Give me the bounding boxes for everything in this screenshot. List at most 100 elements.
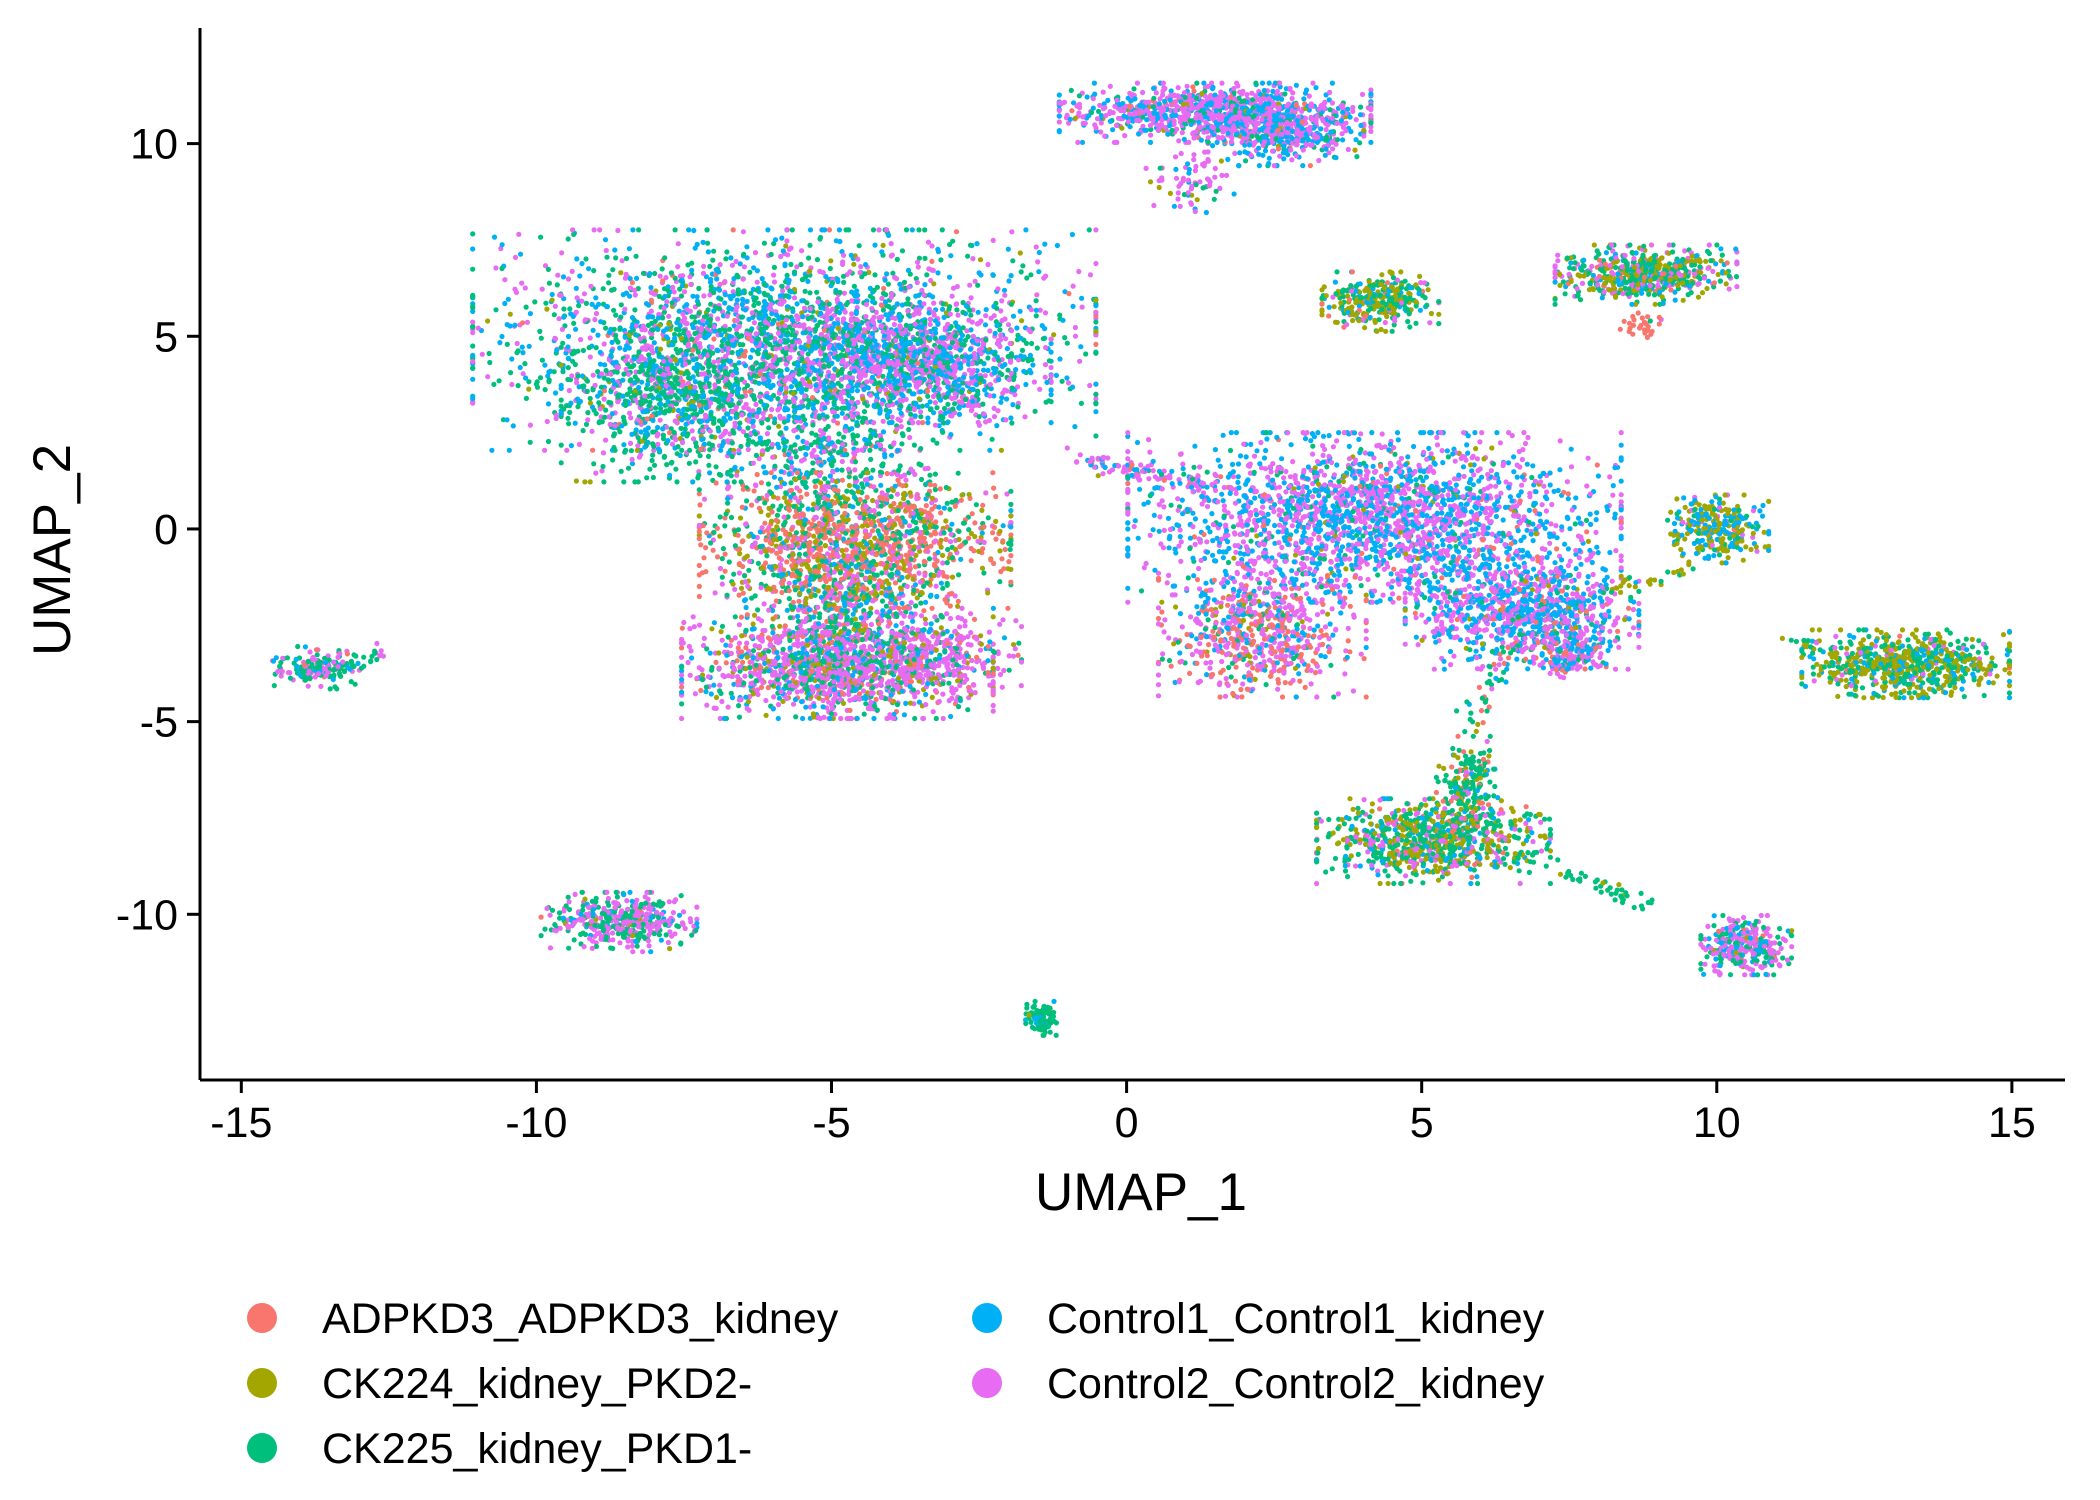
data-point [774, 512, 781, 518]
data-point [994, 423, 1000, 429]
data-point [982, 322, 989, 328]
data-point [979, 565, 986, 571]
data-point [1197, 641, 1203, 647]
data-point [1456, 747, 1462, 753]
data-point [1475, 880, 1481, 887]
data-point [765, 481, 772, 487]
data-point [1343, 566, 1349, 572]
data-point [1983, 650, 1990, 656]
data-point [971, 616, 978, 623]
data-point [571, 320, 577, 326]
data-point [1413, 477, 1419, 483]
data-point [573, 285, 579, 291]
data-point [722, 279, 728, 285]
data-point [1610, 492, 1616, 498]
data-point [636, 227, 642, 233]
data-point [1343, 577, 1349, 584]
data-point [723, 642, 729, 648]
data-point [1368, 128, 1374, 134]
data-point [1225, 156, 1231, 162]
data-point [1093, 409, 1099, 415]
data-point [507, 311, 513, 317]
data-point [604, 254, 610, 260]
data-point [1540, 660, 1546, 666]
data-point [1363, 694, 1369, 700]
data-point [722, 551, 728, 557]
data-point [706, 462, 712, 468]
data-point [1963, 636, 1969, 642]
data-point [1209, 510, 1215, 517]
data-point [690, 293, 696, 299]
data-point [1077, 452, 1083, 458]
data-point [975, 282, 981, 288]
data-point [1568, 464, 1575, 470]
data-point [665, 939, 672, 946]
data-point [913, 603, 919, 609]
data-point [1013, 618, 1019, 624]
data-point [1389, 328, 1395, 334]
data-point [1354, 154, 1360, 160]
data-point [1981, 692, 1987, 699]
data-point [1418, 802, 1424, 808]
data-point [670, 284, 676, 291]
data-point [1281, 480, 1287, 486]
data-point [581, 291, 588, 297]
data-point [1429, 565, 1436, 571]
data-point [493, 265, 499, 271]
data-point [1610, 483, 1616, 489]
data-point [924, 272, 930, 278]
data-point [1899, 627, 1906, 633]
data-point [851, 261, 857, 267]
data-point [755, 691, 761, 698]
data-point [975, 419, 981, 425]
data-point [1087, 382, 1093, 389]
data-point [1252, 495, 1258, 501]
data-point [1413, 634, 1419, 640]
data-point [1177, 650, 1183, 656]
data-point [990, 605, 997, 611]
data-point [1468, 462, 1474, 468]
data-point [1472, 430, 1478, 436]
data-point [899, 620, 905, 626]
data-point [705, 453, 712, 459]
data-point [966, 491, 972, 498]
data-point [764, 431, 771, 437]
data-point [872, 242, 878, 248]
data-point [771, 694, 777, 700]
data-point [1590, 583, 1596, 589]
data-point [1233, 490, 1239, 496]
data-point [1593, 885, 1599, 891]
data-point [1544, 554, 1550, 561]
data-point [1212, 174, 1218, 180]
data-point [632, 307, 638, 313]
data-point [1727, 972, 1734, 978]
data-point [913, 293, 919, 299]
data-point [1533, 489, 1539, 495]
data-point [987, 328, 993, 334]
data-point [1740, 557, 1746, 563]
data-point [1072, 324, 1078, 331]
data-point [1519, 482, 1525, 488]
data-point [1590, 571, 1596, 578]
data-point [741, 264, 748, 270]
data-point [1562, 541, 1568, 547]
data-point [776, 423, 782, 429]
data-point [716, 287, 723, 293]
data-point [585, 410, 591, 416]
data-point [1362, 450, 1368, 456]
data-point [1078, 400, 1084, 406]
data-point [635, 435, 641, 441]
data-point [705, 240, 711, 246]
data-point [1493, 666, 1499, 672]
data-point [880, 242, 886, 248]
data-point [603, 247, 609, 254]
data-point [1279, 544, 1285, 551]
data-point [1381, 566, 1387, 572]
data-point [1913, 627, 1919, 633]
data-point [1185, 575, 1191, 581]
data-point [719, 574, 725, 580]
data-point [794, 485, 800, 491]
data-point [1079, 139, 1086, 145]
data-point [1743, 544, 1749, 550]
